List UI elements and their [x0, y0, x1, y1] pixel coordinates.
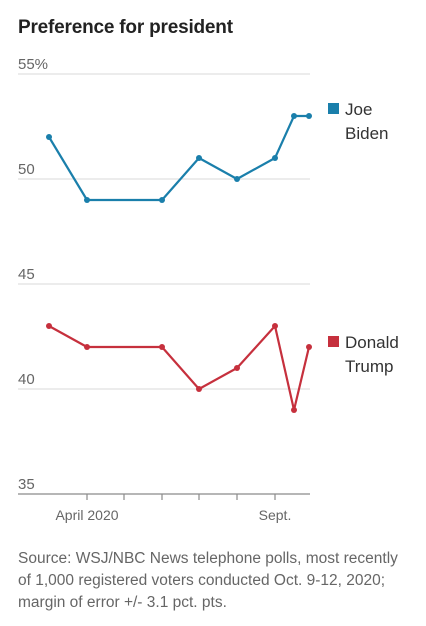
line-chart: 55% 50 45 40 35 April 2020 Sept. Joe Biden Dona… — [18, 56, 399, 523]
y-tick-labels: 55% 50 45 40 35 — [18, 56, 48, 493]
legend-swatch-joe-biden — [328, 103, 339, 114]
data-point-donald-trump — [196, 386, 202, 392]
data-point-joe-biden — [196, 155, 202, 161]
data-point-donald-trump — [84, 344, 90, 350]
data-point-joe-biden — [272, 155, 278, 161]
legend-label-donald-trump: Trump — [345, 357, 394, 376]
y-tick-label: 50 — [18, 161, 35, 178]
y-tick-label: 45 — [18, 266, 35, 283]
x-axis: April 2020 Sept. — [55, 494, 291, 523]
legend: Joe Biden Donald Trump — [328, 100, 399, 376]
data-point-joe-biden — [159, 197, 165, 203]
source-note: Source: WSJ/NBC News telephone polls, mo… — [18, 550, 398, 611]
data-point-donald-trump — [272, 323, 278, 329]
data-point-donald-trump — [46, 323, 52, 329]
data-point-donald-trump — [234, 365, 240, 371]
x-tick-label: April 2020 — [55, 507, 118, 523]
chart-title: Preference for president — [18, 17, 233, 38]
y-tick-label: 55% — [18, 56, 48, 73]
data-point-donald-trump — [306, 344, 312, 350]
legend-label-joe-biden: Joe — [345, 100, 372, 119]
data-point-joe-biden — [84, 197, 90, 203]
x-tick-label: Sept. — [259, 507, 292, 523]
series-line-donald-trump — [47, 324, 311, 412]
series-group — [46, 113, 312, 413]
data-point-joe-biden — [46, 134, 52, 140]
data-point-donald-trump — [159, 344, 165, 350]
y-tick-label: 40 — [18, 371, 35, 388]
data-point-donald-trump — [291, 407, 297, 413]
series-line-joe-biden — [47, 114, 311, 202]
data-point-joe-biden — [234, 176, 240, 182]
data-point-joe-biden — [306, 113, 312, 119]
y-tick-label: 35 — [18, 476, 35, 493]
legend-label-joe-biden: Biden — [345, 124, 388, 143]
grid-lines — [18, 73, 310, 495]
legend-swatch-donald-trump — [328, 336, 339, 347]
data-point-joe-biden — [291, 113, 297, 119]
legend-label-donald-trump: Donald — [345, 333, 399, 352]
